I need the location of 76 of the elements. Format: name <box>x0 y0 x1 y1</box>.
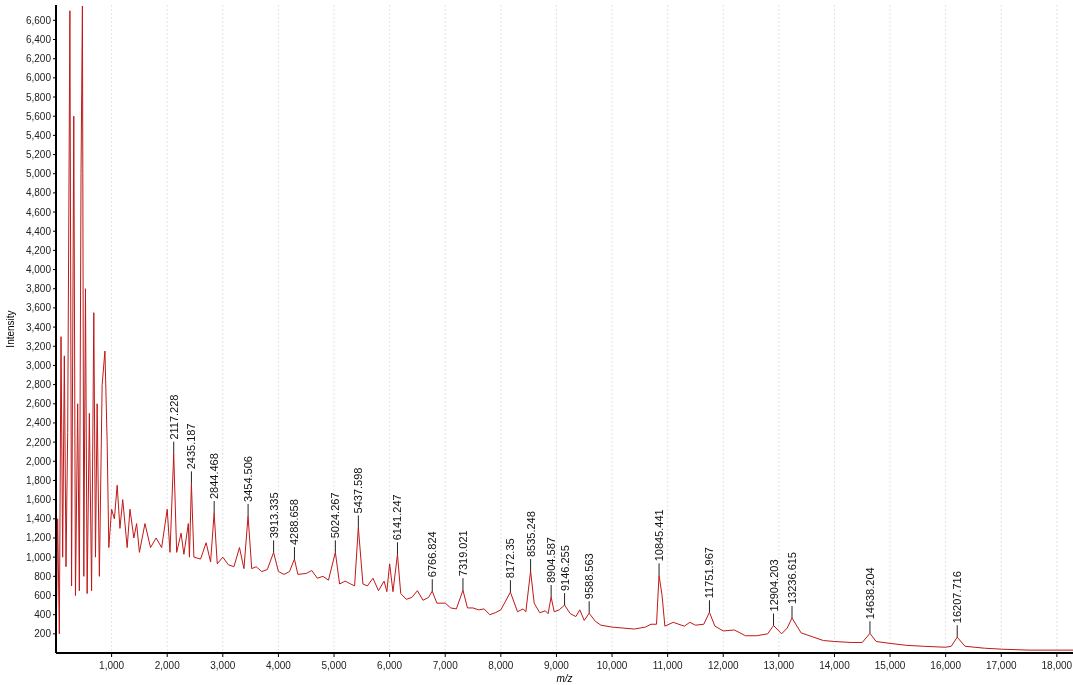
annotation: 11751.967 <box>703 547 716 599</box>
x-tick-label: 1,000 <box>99 660 125 671</box>
y-tick-label: 1,400 <box>25 513 52 525</box>
annotation: 5024.267 <box>329 492 342 539</box>
y-tick-label: 1,800 <box>25 474 52 486</box>
x-tick-label: 7,000 <box>432 660 459 671</box>
y-tick-label: 6,600 <box>25 14 52 26</box>
annotation: 9146.255 <box>558 545 571 592</box>
annotation: 6141.247 <box>391 494 404 541</box>
x-tick-label: 6,000 <box>377 660 403 671</box>
x-tick-label: 18,000 <box>1041 660 1073 671</box>
y-tick-label: 3,600 <box>25 302 52 314</box>
line-series <box>55 5 1073 654</box>
y-tick-label: 2,000 <box>25 455 52 467</box>
x-tick-label: 8,000 <box>488 660 514 671</box>
annotation: 5437.598 <box>352 467 365 514</box>
y-tick-label: 800 <box>34 570 52 582</box>
x-tick-label: 3,000 <box>210 660 236 671</box>
y-tick-label: 200 <box>34 628 52 640</box>
y-tick-label: 4,400 <box>25 225 52 237</box>
x-tick-label: 5,000 <box>321 660 347 671</box>
x-tick-label: 9,000 <box>543 660 570 671</box>
y-tick-label: 3,800 <box>25 283 52 295</box>
annotation: 10845.441 <box>653 509 666 562</box>
annotation: 14638.204 <box>863 567 876 620</box>
y-tick-label: 1,600 <box>25 494 52 506</box>
x-tick-label: 4,000 <box>265 660 292 671</box>
x-tick-label: 10,000 <box>596 660 628 671</box>
annotation: 8535.248 <box>524 511 537 558</box>
y-tick-label: 5,000 <box>25 168 52 180</box>
y-tick-label: 4,800 <box>25 187 52 199</box>
annotation: 13236.615 <box>786 552 799 605</box>
annotation: 16207.716 <box>951 571 964 624</box>
annotation: 9588.563 <box>583 553 596 600</box>
annotation: 8904.587 <box>545 537 558 584</box>
y-tick-label: 2,200 <box>25 436 52 448</box>
x-tick-label: 11,000 <box>652 660 684 671</box>
annotation: 12904.203 <box>767 559 780 612</box>
annotation: 2435.187 <box>185 423 198 470</box>
x-tick-label: 14,000 <box>819 660 851 671</box>
x-tick-label: 16,000 <box>930 660 962 671</box>
y-tick-label: 2,800 <box>25 379 52 391</box>
y-tick-label: 4,200 <box>25 244 52 256</box>
y-axis-title: Intensity <box>5 310 16 348</box>
y-tick-label: 2,400 <box>25 417 52 429</box>
x-axis-title: m/z <box>556 673 573 684</box>
annotation: 4288.658 <box>288 499 301 546</box>
y-tick-label: 5,200 <box>25 149 52 161</box>
y-tick-label: 3,000 <box>25 359 52 371</box>
annotation: 2844.468 <box>208 453 221 500</box>
x-tick-label: 12,000 <box>707 660 739 671</box>
x-tick-label: 2,000 <box>154 660 181 671</box>
y-tick-label: 4,600 <box>25 206 52 218</box>
annotation: 8172.35 <box>504 538 517 579</box>
annotation: 7319.021 <box>456 530 469 577</box>
y-tick-label: 3,200 <box>25 340 52 352</box>
annotation: 6766.824 <box>426 531 439 578</box>
y-tick-label: 5,800 <box>25 91 52 103</box>
y-tick-label: 2,600 <box>25 398 52 410</box>
y-tick-label: 400 <box>34 609 52 621</box>
x-tick-label: 13,000 <box>763 660 795 671</box>
y-tick-label: 600 <box>34 589 52 601</box>
x-tick-label: 17,000 <box>985 660 1017 671</box>
annotation: 3913.335 <box>267 492 280 539</box>
y-tick-label: 5,400 <box>25 129 52 141</box>
y-tick-label: 6,200 <box>25 53 52 65</box>
y-tick-label: 4,000 <box>25 264 52 276</box>
x-tick-label: 15,000 <box>874 660 906 671</box>
y-tick-label: 1,000 <box>25 551 52 563</box>
y-tick-label: 5,600 <box>25 110 52 122</box>
y-tick-label: 3,400 <box>25 321 52 333</box>
annotation: 2117.228 <box>167 394 180 440</box>
y-tick-label: 6,000 <box>25 72 52 84</box>
y-tick-label: 1,200 <box>25 532 52 544</box>
y-tick-label: 6,400 <box>25 34 52 46</box>
annotation: 3454.506 <box>242 456 255 502</box>
